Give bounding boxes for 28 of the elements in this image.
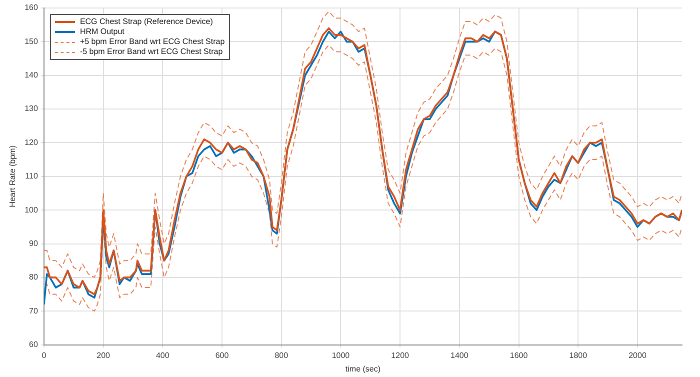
y-tick-label: 160 — [24, 3, 38, 12]
x-tick-label: 1400 — [450, 350, 469, 360]
y-axis-title: Heart Rate (bpm) — [8, 145, 18, 208]
y-tick-label: 60 — [29, 340, 38, 350]
y-tick-label: 90 — [29, 238, 38, 248]
y-tick-label: 110 — [25, 172, 38, 181]
x-axis-title: time (sec) — [345, 364, 381, 374]
y-tick-label: 140 — [24, 70, 38, 80]
y-tick-label: 150 — [24, 36, 38, 46]
x-tick-label: 1000 — [332, 350, 350, 360]
x-tick-label: 1200 — [391, 350, 410, 360]
x-tick-label: 400 — [156, 350, 170, 360]
x-tick-label: 800 — [274, 350, 289, 360]
legend-label: ECG Chest Strap (Reference Device) — [80, 17, 213, 27]
legend-label: HRM Output — [80, 27, 124, 37]
x-tick-label: 600 — [215, 350, 230, 360]
y-tick-label: 100 — [24, 205, 38, 214]
legend-label: +5 bpm Error Band wrt ECG Chest Strap — [80, 37, 225, 47]
x-tick-label: 200 — [96, 350, 111, 360]
x-tick-label: 1800 — [569, 350, 588, 360]
y-tick-label: 120 — [24, 138, 38, 147]
y-tick-label: 130 — [24, 104, 38, 114]
x-tick-label: 0 — [42, 350, 47, 360]
legend-label: -5 bpm Error Band wrt ECG Chest Strap — [80, 47, 223, 57]
x-tick-label: 2000 — [628, 350, 647, 360]
y-tick-label: 70 — [29, 306, 38, 316]
y-tick-label: 80 — [29, 272, 38, 282]
x-tick-label: 1600 — [510, 350, 528, 360]
